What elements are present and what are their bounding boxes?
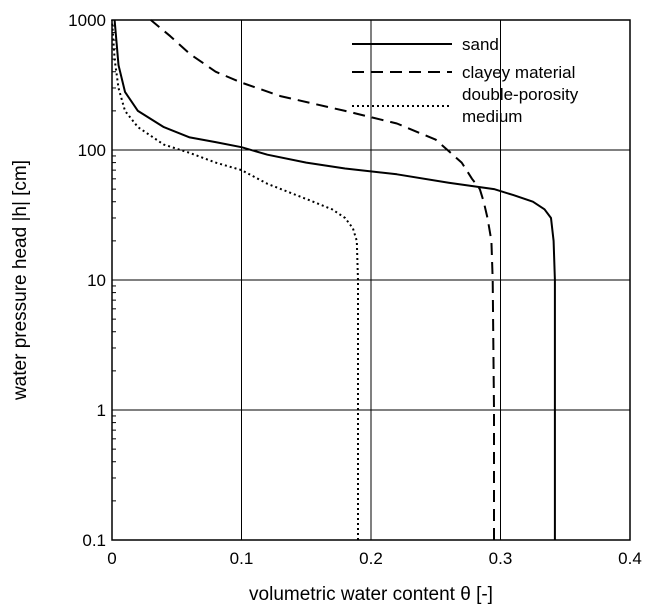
- legend: sand clayey material double-porosity medium: [352, 35, 579, 126]
- x-axis-title: volumetric water content θ [-]: [249, 584, 493, 605]
- x-tick-label: 0.3: [489, 549, 513, 568]
- legend-label: sand: [462, 35, 499, 54]
- plot-frame: [111, 19, 631, 541]
- y-tick-labels: 0.1 1 10 100 1000: [68, 11, 106, 550]
- legend-label: medium: [462, 107, 522, 126]
- y-tick-label: 1: [97, 401, 106, 420]
- series-line-dashed: [150, 19, 495, 540]
- series-lines: [111, 19, 556, 540]
- grid-lines: [112, 20, 630, 540]
- y-tick-label: 100: [78, 141, 106, 160]
- series-line-dotted: [111, 19, 359, 540]
- y-tick-label: 10: [87, 271, 106, 290]
- x-tick-label: 0: [107, 549, 116, 568]
- y-axis-title: water pressure head |h| [cm]: [10, 160, 31, 401]
- legend-label: clayey material: [462, 63, 575, 82]
- y-tick-label: 0.1: [82, 531, 106, 550]
- x-tick-label: 0.1: [230, 549, 254, 568]
- x-tick-label: 0.2: [359, 549, 383, 568]
- x-tick-label: 0.4: [618, 549, 642, 568]
- x-tick-labels: 0 0.1 0.2 0.3 0.4: [107, 549, 642, 568]
- y-tick-label: 1000: [68, 11, 106, 30]
- legend-label: double-porosity: [462, 85, 579, 104]
- series-line-solid: [113, 19, 556, 540]
